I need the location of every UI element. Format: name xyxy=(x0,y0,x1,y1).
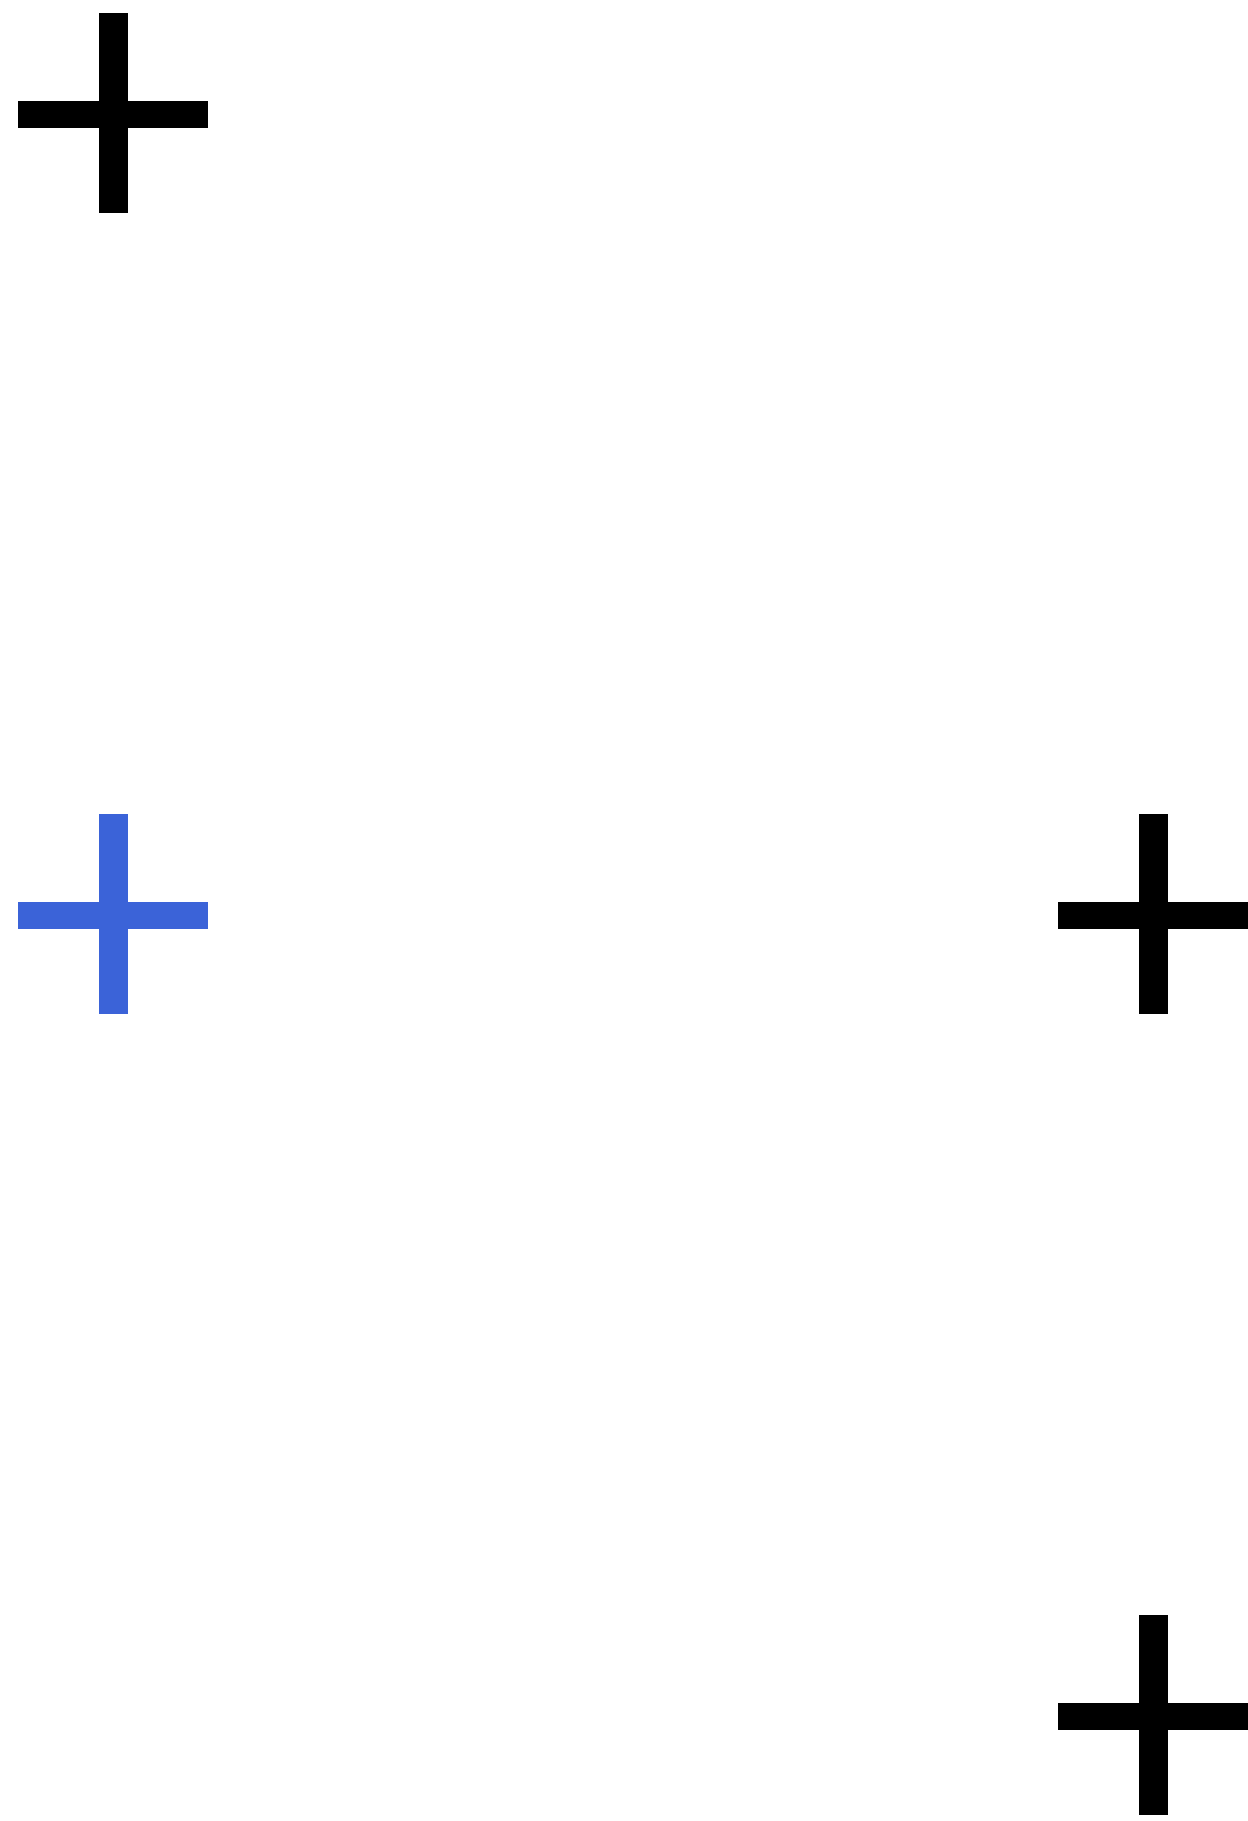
plus-vertical-bar xyxy=(99,814,128,1014)
plus-icon xyxy=(1058,814,1248,1014)
plus-vertical-bar xyxy=(1139,1615,1168,1815)
plus-icon xyxy=(1058,1615,1248,1815)
plus-icon xyxy=(18,814,208,1014)
plus-vertical-bar xyxy=(99,13,128,213)
plus-icon xyxy=(18,13,208,213)
plus-vertical-bar xyxy=(1139,814,1168,1014)
